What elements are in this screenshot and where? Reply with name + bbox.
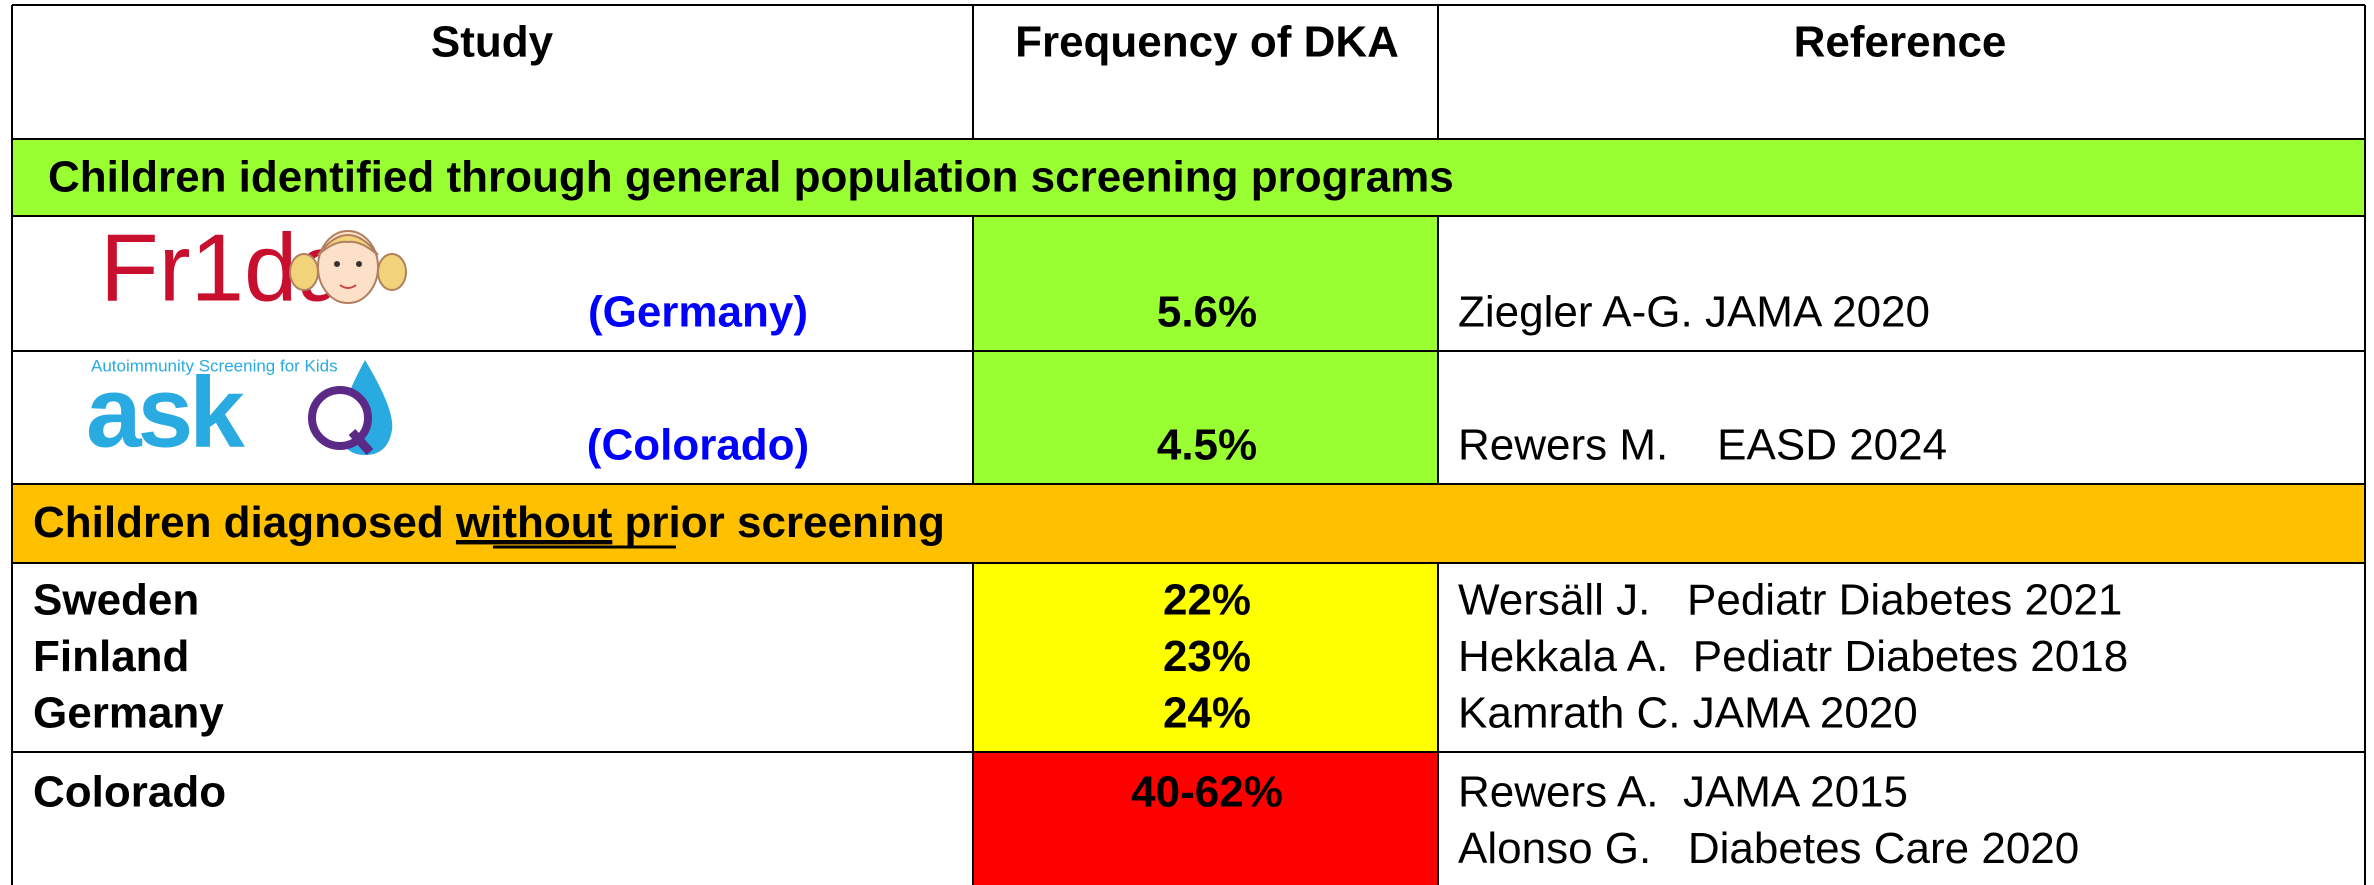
frequency-cell: 40-62% [1131,768,1283,817]
study-cell: (Colorado) [587,421,809,470]
logo-face [289,230,407,304]
study-cell: Germany [33,689,224,738]
reference-cell: Hekkala A. Pediatr Diabetes 2018 [1458,632,2128,681]
frequency-cell: 22% [1163,576,1251,625]
study-cell: Sweden [33,576,199,625]
red-cell [973,752,1438,885]
logo: ask [86,356,245,468]
yellow-cell [973,563,1438,752]
frequency-cell: 23% [1163,632,1251,681]
study-cell: Colorado [33,768,226,817]
header-cell: Frequency of DKA [1015,18,1399,67]
logo-caption: Autoimmunity Screening for Kids [91,356,338,375]
study-cell: Finland [33,632,189,681]
section-band [12,484,2365,563]
reference-cell: Ziegler A-G. JAMA 2020 [1458,288,1930,337]
frequency-cell: 24% [1163,689,1251,738]
reference-cell: Wersäll J. Pediatr Diabetes 2021 [1458,576,2122,625]
reference-cell: Rewers M. EASD 2024 [1458,421,1947,470]
header-cell: Reference [1794,18,2007,67]
title-part: prior screening [612,498,945,547]
title-part: without [455,498,613,547]
frequency-cell: 5.6% [1157,288,1257,337]
title-part: Children diagnosed [33,498,456,547]
reference-cell: Alonso G. Diabetes Care 2020 [1458,824,2079,873]
section-title: Children diagnosed without prior screeni… [33,498,945,547]
rows: Sweden Finland Germany 22% 23% 24% Wersäll J. … [33,576,2128,874]
header-cell: Study [431,18,554,67]
reference-cell: Rewers A. JAMA 2015 [1458,768,1908,817]
frequency-cell: 4.5% [1157,421,1257,470]
study-cell: (Germany) [588,288,808,337]
logo-mark [308,360,393,456]
section-title: Children identified through general popu… [48,153,1454,202]
grid [11,4,2366,885]
section-band [12,139,2365,216]
reference-cell: Kamrath C. JAMA 2020 [1458,689,1918,738]
